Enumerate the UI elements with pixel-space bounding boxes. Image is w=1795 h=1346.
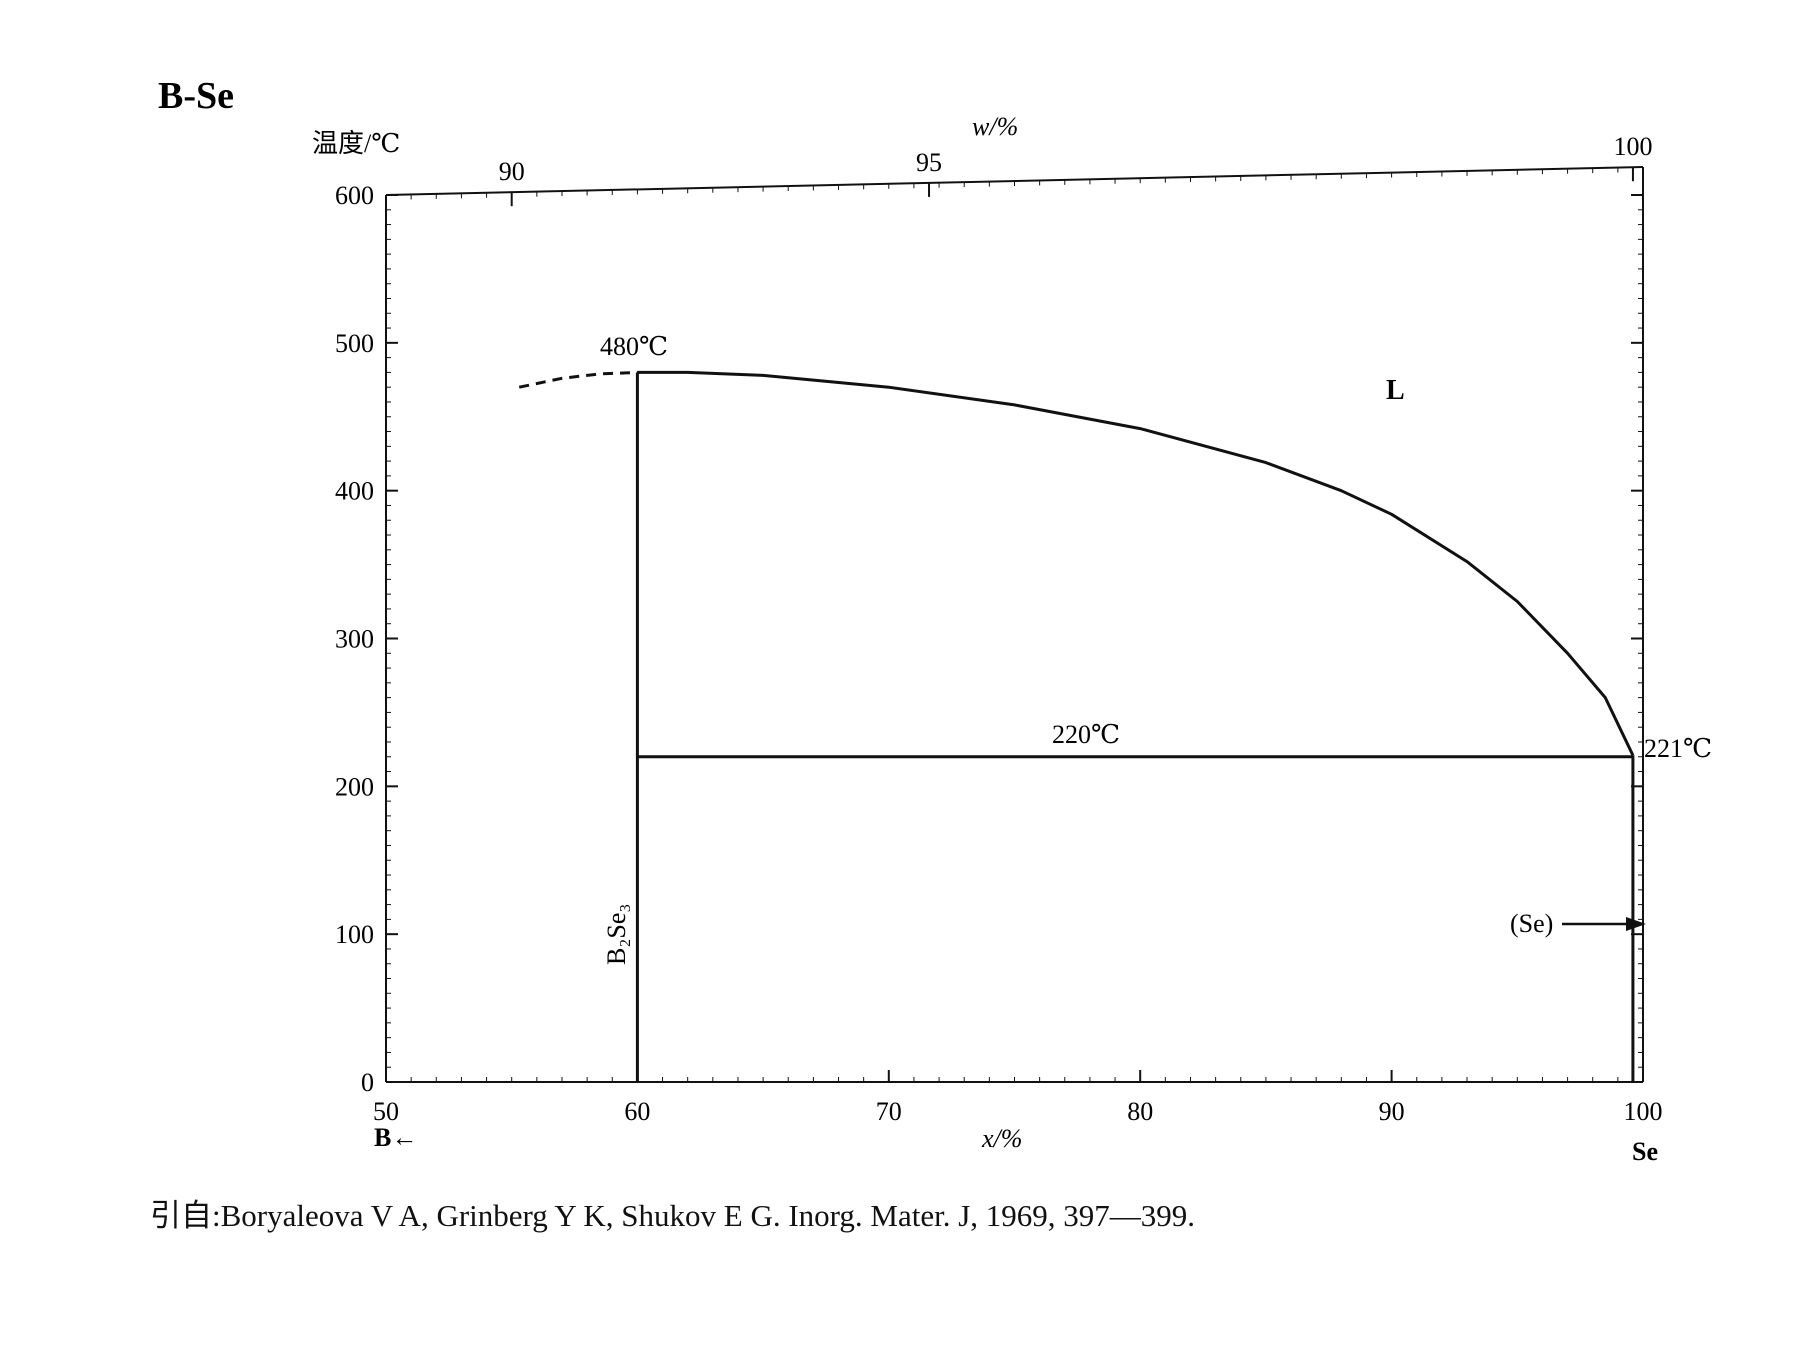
x-tick-label: 100 [1624,1097,1663,1126]
y-tick-label: 100 [335,920,374,949]
top-tick-label: 95 [916,148,942,177]
se-phase-arrow [1562,917,1646,931]
liquid-region-label: L [1386,375,1405,406]
x-tick-label: 60 [624,1097,650,1126]
axis-ticks [385,167,1644,1083]
x-tick-label: 50 [373,1097,399,1126]
plot-frame [385,166,1644,1083]
phase-boundaries [518,370,1635,1082]
x-axis-label: x/% [981,1124,1022,1153]
y-tick-label: 400 [335,477,374,506]
se-phase-label: (Se) [1510,909,1553,938]
right-element-label: Se [1632,1137,1658,1166]
b2se3-compound-label: B₂Se₃ [602,904,631,965]
series-line-0 [637,370,1635,756]
x-tick-label: 80 [1127,1097,1153,1126]
y-tick-label: 0 [361,1068,374,1097]
top-axis-label: w/% [972,112,1018,141]
series-line-1 [518,370,638,389]
source-citation: 引自:Boryaleova V A, Grinberg Y K, Shukov … [150,1198,1196,1233]
y-tick-label: 200 [335,772,374,801]
se-melting-label: 221℃ [1644,734,1712,763]
y-axis-label: 温度/℃ [312,129,400,158]
y-tick-label: 300 [335,625,374,654]
top-tick-label: 100 [1613,132,1652,161]
y-tick-label: 600 [335,181,374,210]
eutectic-temperature-label: 220℃ [1052,720,1120,749]
y-tick-label: 500 [335,329,374,358]
x-tick-label: 90 [1379,1097,1405,1126]
top-tick-label: 90 [499,157,525,186]
peak-temperature-label: 480℃ [600,332,668,361]
tick-labels: 0 100 200 300 400 500 600 50 60 70 80 90 100 90 95 100 [335,132,1663,1126]
left-element-label: B← [374,1123,417,1152]
chart-title: B-Se [158,75,234,117]
x-tick-label: 70 [876,1097,902,1126]
